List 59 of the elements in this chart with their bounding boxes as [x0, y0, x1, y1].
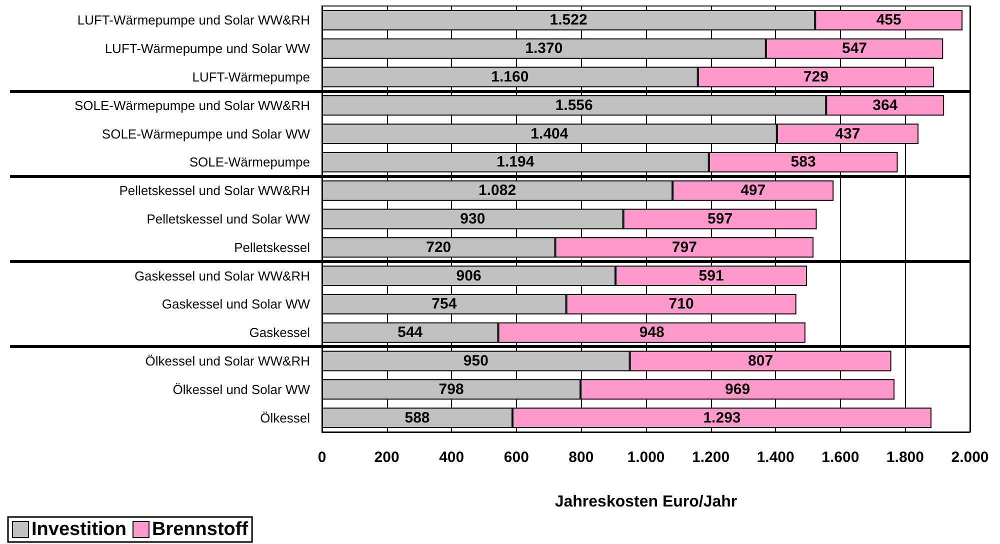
data-label: 597	[708, 210, 733, 228]
x-tick-label: 1.200	[692, 449, 730, 466]
x-tick-label: 1.400	[756, 449, 794, 466]
data-label: 1.082	[478, 182, 516, 200]
data-label: 906	[456, 267, 482, 284]
data-label: 798	[438, 380, 464, 398]
data-label: 729	[803, 68, 828, 86]
data-label: 807	[748, 352, 774, 370]
y-tick-label: Ölkessel und Solar WW	[172, 382, 311, 397]
data-label: 969	[725, 380, 750, 398]
y-tick-label: Gaskessel und Solar WW	[162, 296, 311, 312]
data-label: 583	[790, 154, 816, 171]
data-label: 455	[876, 12, 902, 29]
x-tick-label: 2.000	[951, 449, 989, 466]
data-label: 437	[835, 125, 860, 142]
x-tick-label: 600	[504, 449, 529, 466]
data-label: 1.293	[703, 409, 741, 426]
data-label: 948	[639, 324, 664, 342]
y-tick-label: LUFT-Wärmepumpe und Solar WW	[104, 41, 311, 56]
data-label: 497	[740, 182, 766, 200]
x-tick-label: 1.800	[886, 449, 924, 466]
x-tick-label: 1.000	[627, 449, 665, 466]
x-tick-label: 0	[318, 449, 326, 466]
data-label: 720	[426, 238, 452, 256]
data-label: 547	[842, 40, 868, 58]
y-tick-label: SOLE-Wärmepumpe	[189, 154, 310, 170]
data-label: 1.194	[496, 154, 535, 171]
y-tick-label: Pelletskessel und Solar WW	[146, 212, 311, 226]
x-axis-title: Jahreskosten Euro/Jahr	[554, 494, 738, 510]
data-label: 1.160	[491, 68, 529, 86]
data-label: 710	[668, 296, 694, 313]
y-tick-label: LUFT-Wärmepumpe	[192, 70, 310, 84]
y-tick-label: Pelletskessel	[234, 240, 310, 255]
data-label: 544	[398, 324, 424, 342]
data-label: 930	[460, 210, 486, 228]
data-label: 797	[672, 238, 697, 256]
y-tick-label: Gaskessel und Solar WW&RH	[134, 268, 310, 284]
x-tick-label: 200	[374, 449, 400, 466]
x-tick-label: 1.600	[822, 449, 860, 466]
x-tick-label: 800	[568, 449, 594, 466]
data-label: 588	[404, 409, 430, 426]
data-label: 754	[432, 296, 458, 313]
legend-label: Brennstoff	[152, 519, 249, 540]
y-tick-label: Ölkessel	[260, 410, 310, 426]
y-tick-label: SOLE-Wärmepumpe und Solar WW	[102, 126, 311, 142]
legend-label: Investition	[32, 519, 127, 540]
data-label: 364	[872, 96, 898, 114]
data-label: 1.404	[530, 125, 569, 142]
y-tick-label: SOLE-Wärmepumpe und Solar WW&RH	[74, 98, 310, 113]
y-tick-label: Pelletskessel und Solar WW&RH	[119, 183, 310, 198]
data-label: 1.556	[555, 96, 593, 114]
data-label: 591	[698, 267, 724, 284]
x-tick-label: 400	[439, 449, 464, 466]
y-tick-label: Gaskessel	[249, 325, 310, 340]
data-label: 1.522	[550, 12, 588, 29]
y-tick-label: LUFT-Wärmepumpe und Solar WW&RH	[77, 12, 310, 28]
data-label: 950	[463, 352, 488, 370]
data-label: 1.370	[525, 40, 563, 58]
y-tick-label: Ölkessel und Solar WW&RH	[145, 354, 310, 368]
